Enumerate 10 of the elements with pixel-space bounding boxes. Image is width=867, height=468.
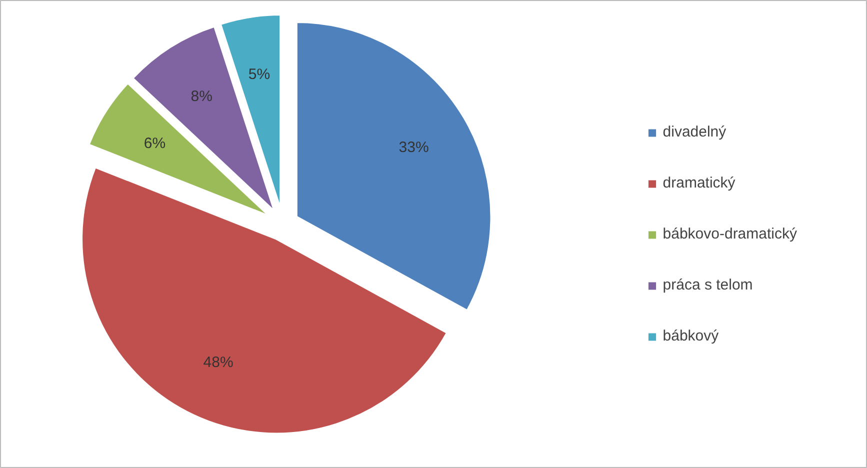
legend-label: bábkovo-dramatický xyxy=(662,226,797,242)
legend-label: bábkový xyxy=(662,328,719,344)
data-label: 5% xyxy=(248,66,270,84)
data-label: 6% xyxy=(144,134,166,152)
legend-label: práca s telom xyxy=(662,276,753,294)
legend-label: dramatický xyxy=(662,174,736,192)
data-label: 48% xyxy=(203,354,234,371)
data-label: 33% xyxy=(398,138,429,156)
legend-label: divadelný xyxy=(662,124,726,140)
data-label: 8% xyxy=(190,88,212,105)
